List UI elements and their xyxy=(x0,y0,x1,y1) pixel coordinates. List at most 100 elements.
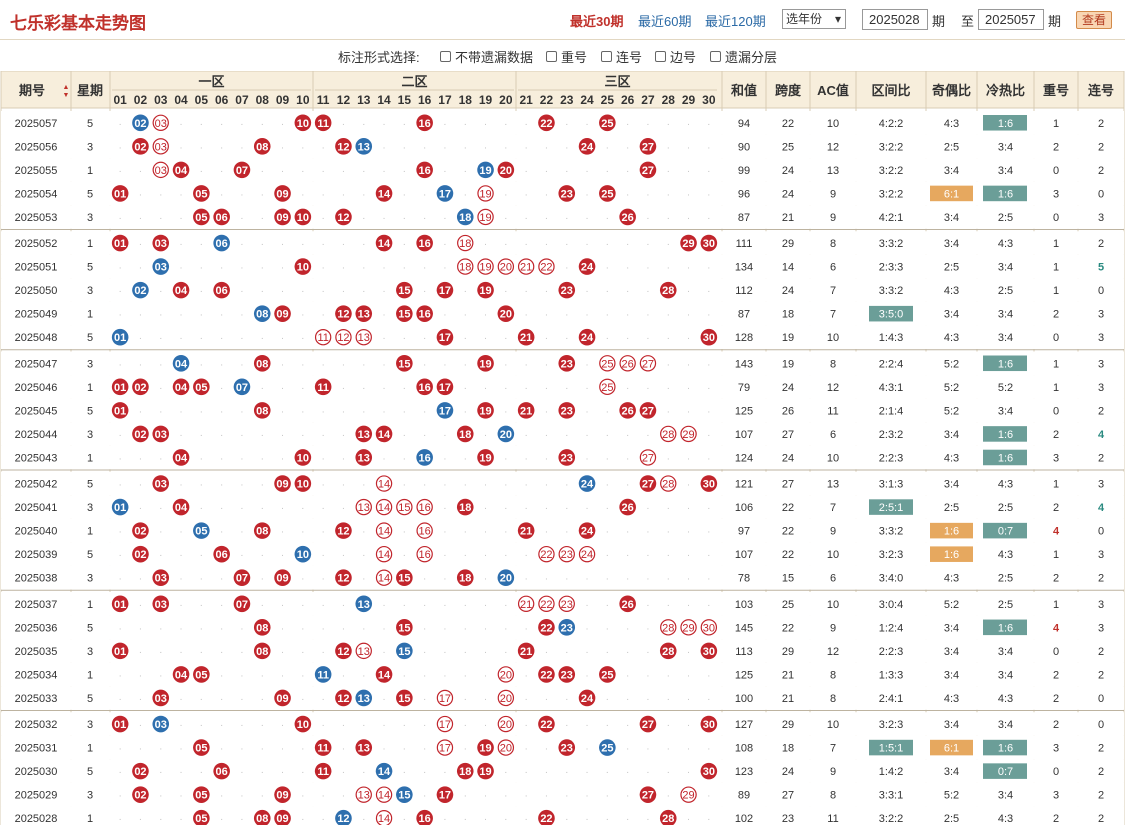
omission-cell: · xyxy=(362,670,365,681)
week-cell: 1 xyxy=(87,309,93,321)
ball-number: 18 xyxy=(459,429,471,441)
omission-cell: · xyxy=(382,720,385,731)
span-cell: 29 xyxy=(782,646,794,658)
issue-label-from: 期 xyxy=(932,14,946,29)
to-issue-input[interactable]: 2025057 xyxy=(978,9,1044,30)
red-ball xyxy=(193,378,210,396)
ball-number: 02 xyxy=(134,141,146,153)
omission-cell: · xyxy=(139,720,142,731)
omission-cell: · xyxy=(139,310,142,321)
omission-cell: · xyxy=(504,527,507,538)
omission-cell: · xyxy=(159,623,162,634)
ac-cell: 8 xyxy=(830,669,836,681)
omission-cell: · xyxy=(220,744,223,755)
checkbox-icon[interactable] xyxy=(655,51,666,62)
checkbox-icon[interactable] xyxy=(710,51,721,62)
ball-number: 27 xyxy=(642,790,654,802)
red-ball xyxy=(477,449,494,466)
omission-cell: · xyxy=(464,720,467,731)
ball-number: 01 xyxy=(114,332,126,344)
ball-number: 25 xyxy=(601,358,613,370)
option-consecutive[interactable]: 连号 xyxy=(601,47,642,66)
omission-cell: · xyxy=(464,670,467,681)
hollow-ball xyxy=(375,522,393,539)
omission-cell: · xyxy=(464,600,467,611)
ball-number: 07 xyxy=(236,599,248,611)
hollow-ball xyxy=(416,498,433,516)
repeat-cell: 3 xyxy=(1053,743,1059,755)
ac-cell: 7 xyxy=(830,309,836,321)
span-cell: 27 xyxy=(782,790,794,802)
omission-cell: · xyxy=(179,310,182,321)
omission-cell: · xyxy=(585,767,588,778)
hot-cold-badge xyxy=(983,522,1027,539)
zone-ratio-cell: 3:2:2 xyxy=(879,141,903,153)
ball-number: 02 xyxy=(134,790,146,802)
omission-cell: · xyxy=(504,453,507,464)
repeat-cell: 0 xyxy=(1053,405,1059,417)
view-button[interactable]: 查看 xyxy=(1076,11,1112,29)
omission-cell: · xyxy=(200,406,203,417)
ball-number: 12 xyxy=(337,141,349,153)
odd-even-cell: 1:6 xyxy=(944,549,959,561)
omission-cell: · xyxy=(240,430,243,441)
ac-cell: 7 xyxy=(830,743,836,755)
week-header: 星期 xyxy=(77,83,103,98)
ball-number: 14 xyxy=(378,573,390,585)
omission-cell: · xyxy=(200,767,203,778)
omission-cell: · xyxy=(646,333,649,344)
omission-cell: · xyxy=(179,744,182,755)
ball-number: 21 xyxy=(520,526,532,538)
zone-ratio-cell: 3:2:2 xyxy=(879,813,903,825)
omission-cell: · xyxy=(281,527,284,538)
option-edge[interactable]: 边号 xyxy=(655,47,696,66)
year-select[interactable]: 选年份 xyxy=(782,9,846,29)
period-60-link[interactable]: 最近60期 xyxy=(638,14,692,29)
hollow-ball xyxy=(538,545,555,563)
omission-cell: · xyxy=(200,430,203,441)
omission-cell: · xyxy=(484,239,487,250)
sum-cell: 103 xyxy=(735,599,753,611)
ball-number: 24 xyxy=(581,262,594,274)
omission-cell: · xyxy=(606,142,609,153)
consecutive-cell: 0 xyxy=(1098,526,1104,538)
span-cell: 27 xyxy=(782,429,794,441)
red-ball xyxy=(355,305,373,322)
checkbox-icon[interactable] xyxy=(546,51,557,62)
span-cell: 26 xyxy=(782,405,794,417)
omission-cell: · xyxy=(687,720,690,731)
hot-cold-cell: 3:4 xyxy=(998,165,1013,177)
hollow-ball xyxy=(639,355,657,372)
option-no-omission[interactable]: 不带遗漏数据 xyxy=(440,47,533,66)
option-omission-layer[interactable]: 遗漏分层 xyxy=(710,47,777,66)
hot-cold-cell: 3:4 xyxy=(998,141,1013,153)
sum-cell: 106 xyxy=(735,502,753,514)
checkbox-icon[interactable] xyxy=(601,51,612,62)
ball-number: 29 xyxy=(682,790,694,802)
ball-number: 02 xyxy=(134,429,146,441)
omission-cell: · xyxy=(321,600,324,611)
omission-cell: · xyxy=(281,550,284,561)
number-header-30: 30 xyxy=(702,93,716,107)
omission-cell: · xyxy=(403,453,406,464)
red-ball xyxy=(274,185,291,202)
checkbox-icon[interactable] xyxy=(440,51,451,62)
period-120-link[interactable]: 最近120期 xyxy=(705,14,766,29)
hot-cold-cell: 3:4 xyxy=(998,719,1013,731)
omission-cell: · xyxy=(281,119,284,130)
period-30-link[interactable]: 最近30期 xyxy=(570,14,624,29)
option-repeat[interactable]: 重号 xyxy=(546,47,587,66)
from-issue-input[interactable]: 2025028 xyxy=(862,9,928,30)
red-ball xyxy=(477,354,494,372)
omission-cell: · xyxy=(261,383,264,394)
omission-cell: · xyxy=(220,600,223,611)
omission-cell: · xyxy=(321,406,324,417)
omission-cell: · xyxy=(220,694,223,705)
repeat-cell: 1 xyxy=(1053,238,1059,250)
ball-number: 14 xyxy=(378,188,391,200)
red-ball xyxy=(477,762,494,780)
sum-cell: 90 xyxy=(738,141,750,153)
omission-cell: · xyxy=(240,119,243,130)
omission-cell: · xyxy=(585,791,588,802)
omission-cell: · xyxy=(403,189,406,200)
